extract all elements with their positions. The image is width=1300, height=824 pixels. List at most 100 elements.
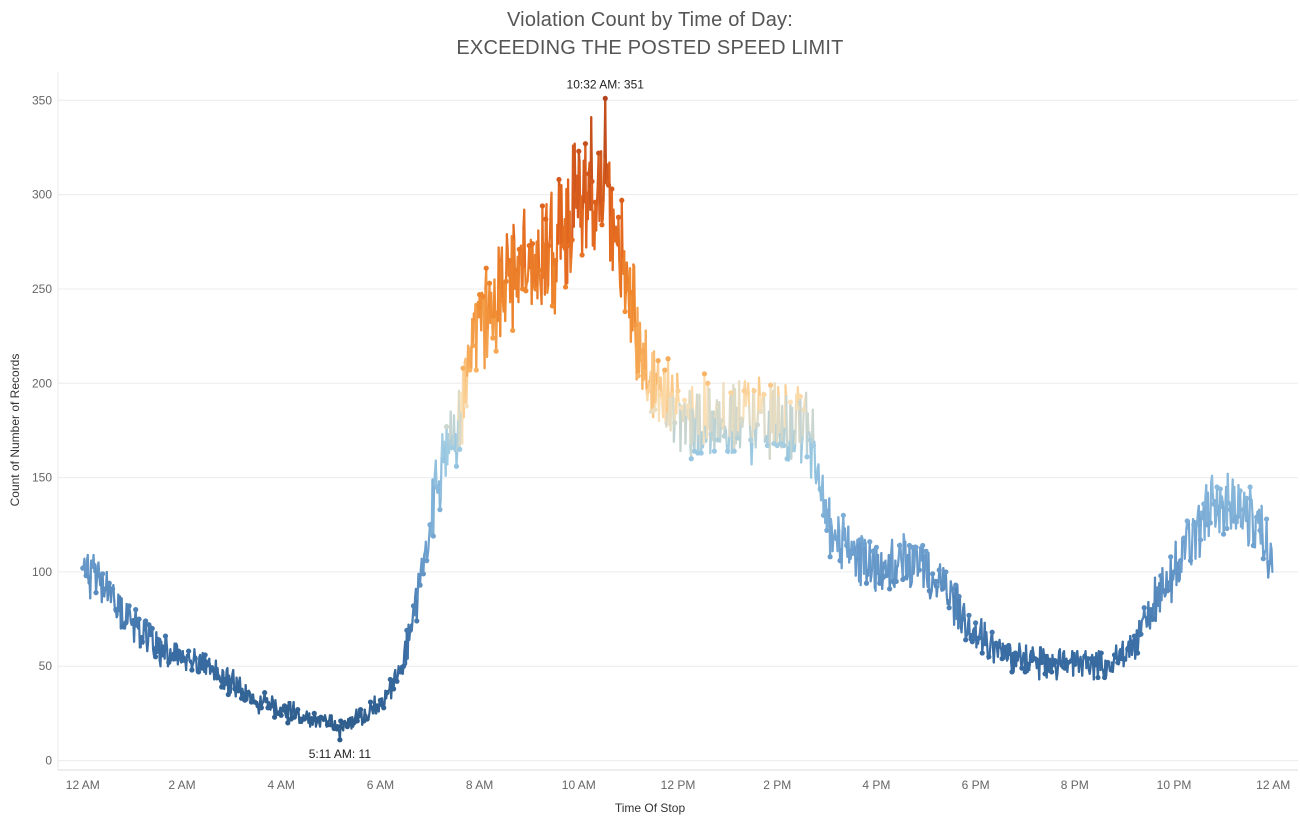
line-segment — [665, 410, 669, 428]
data-point — [506, 258, 512, 264]
line-segment — [679, 406, 683, 453]
data-point — [731, 448, 737, 454]
data-point — [434, 484, 440, 490]
data-point — [199, 665, 205, 671]
data-point — [596, 150, 602, 156]
data-point — [1178, 558, 1184, 564]
data-point — [1154, 586, 1161, 592]
line-segment — [811, 408, 815, 447]
line-segment — [776, 385, 780, 398]
data-point — [430, 533, 436, 539]
line-segment — [600, 150, 604, 226]
x-tick-label: 6 PM — [962, 778, 990, 792]
line-segment — [762, 393, 766, 443]
chart-title-block: Violation Count by Time of Day: EXCEEDIN… — [0, 6, 1300, 62]
data-point — [728, 390, 734, 396]
data-point — [229, 678, 235, 684]
data-point — [500, 297, 506, 303]
data-point — [685, 403, 691, 409]
data-point — [844, 542, 850, 549]
data-point — [1062, 665, 1068, 671]
line-segment — [427, 534, 431, 551]
data-point — [453, 463, 460, 469]
data-point — [853, 552, 860, 558]
line-segment — [415, 597, 419, 623]
data-point — [801, 407, 807, 413]
x-tick-label: 6 AM — [367, 778, 394, 792]
data-point — [212, 669, 218, 675]
line-segment — [1024, 644, 1028, 666]
data-point — [936, 567, 942, 573]
line-segment — [1233, 485, 1237, 517]
data-point — [1221, 531, 1227, 537]
line-segment — [742, 389, 746, 419]
data-point — [245, 690, 251, 696]
data-point — [609, 186, 615, 192]
data-point — [149, 625, 155, 632]
data-point — [791, 429, 797, 435]
data-point — [546, 242, 552, 249]
line-segment — [500, 246, 504, 302]
data-point — [946, 605, 952, 611]
data-point — [443, 424, 450, 430]
data-point — [579, 252, 585, 258]
data-point — [953, 582, 959, 588]
data-point — [166, 659, 172, 666]
data-point — [1128, 639, 1134, 645]
data-point — [126, 603, 132, 609]
line-segment — [757, 376, 761, 398]
data-point — [744, 390, 751, 396]
data-point — [1234, 514, 1240, 520]
line-segment — [992, 646, 996, 664]
line-segment — [475, 304, 479, 372]
line-segment — [800, 442, 804, 464]
y-tick-label: 50 — [39, 659, 53, 673]
data-point — [748, 437, 754, 443]
line-segment — [626, 270, 630, 291]
line-segment — [1194, 527, 1198, 560]
data-point — [1250, 542, 1256, 549]
data-point — [202, 652, 208, 658]
data-point — [410, 603, 417, 609]
data-point — [1049, 669, 1055, 675]
data-point — [1101, 674, 1108, 681]
data-point — [857, 537, 863, 543]
line-segment — [199, 653, 203, 668]
x-tick-label: 10 AM — [562, 778, 596, 792]
line-segment — [426, 548, 430, 558]
data-point — [1025, 661, 1032, 667]
line-segment — [1250, 499, 1254, 517]
line-segment — [1018, 642, 1022, 653]
data-point — [708, 431, 714, 437]
data-point — [553, 258, 559, 264]
data-point — [566, 242, 572, 249]
data-point — [605, 182, 612, 188]
data-point — [1039, 659, 1045, 666]
data-point — [738, 416, 744, 422]
line-segment — [829, 517, 833, 528]
data-point — [470, 342, 476, 349]
data-point — [1022, 669, 1028, 675]
data-point — [1237, 488, 1243, 494]
line-segment — [434, 459, 438, 489]
data-point — [437, 507, 443, 513]
data-point — [334, 724, 341, 730]
line-segment — [891, 538, 895, 583]
line-segment — [548, 208, 552, 240]
line-segment — [713, 416, 717, 453]
data-point — [195, 669, 202, 675]
line-segment — [586, 172, 590, 221]
data-point — [1095, 674, 1101, 681]
line-segment — [1229, 501, 1233, 530]
data-point — [281, 703, 288, 709]
data-point — [718, 418, 724, 424]
data-point — [1217, 486, 1223, 492]
data-point — [969, 639, 975, 645]
line-segment — [669, 393, 673, 432]
data-point — [1240, 507, 1247, 513]
line-segment — [625, 261, 629, 274]
line-segment — [109, 589, 113, 604]
line-segment — [151, 627, 155, 651]
line-segment — [752, 389, 756, 432]
line-segment — [694, 404, 698, 419]
